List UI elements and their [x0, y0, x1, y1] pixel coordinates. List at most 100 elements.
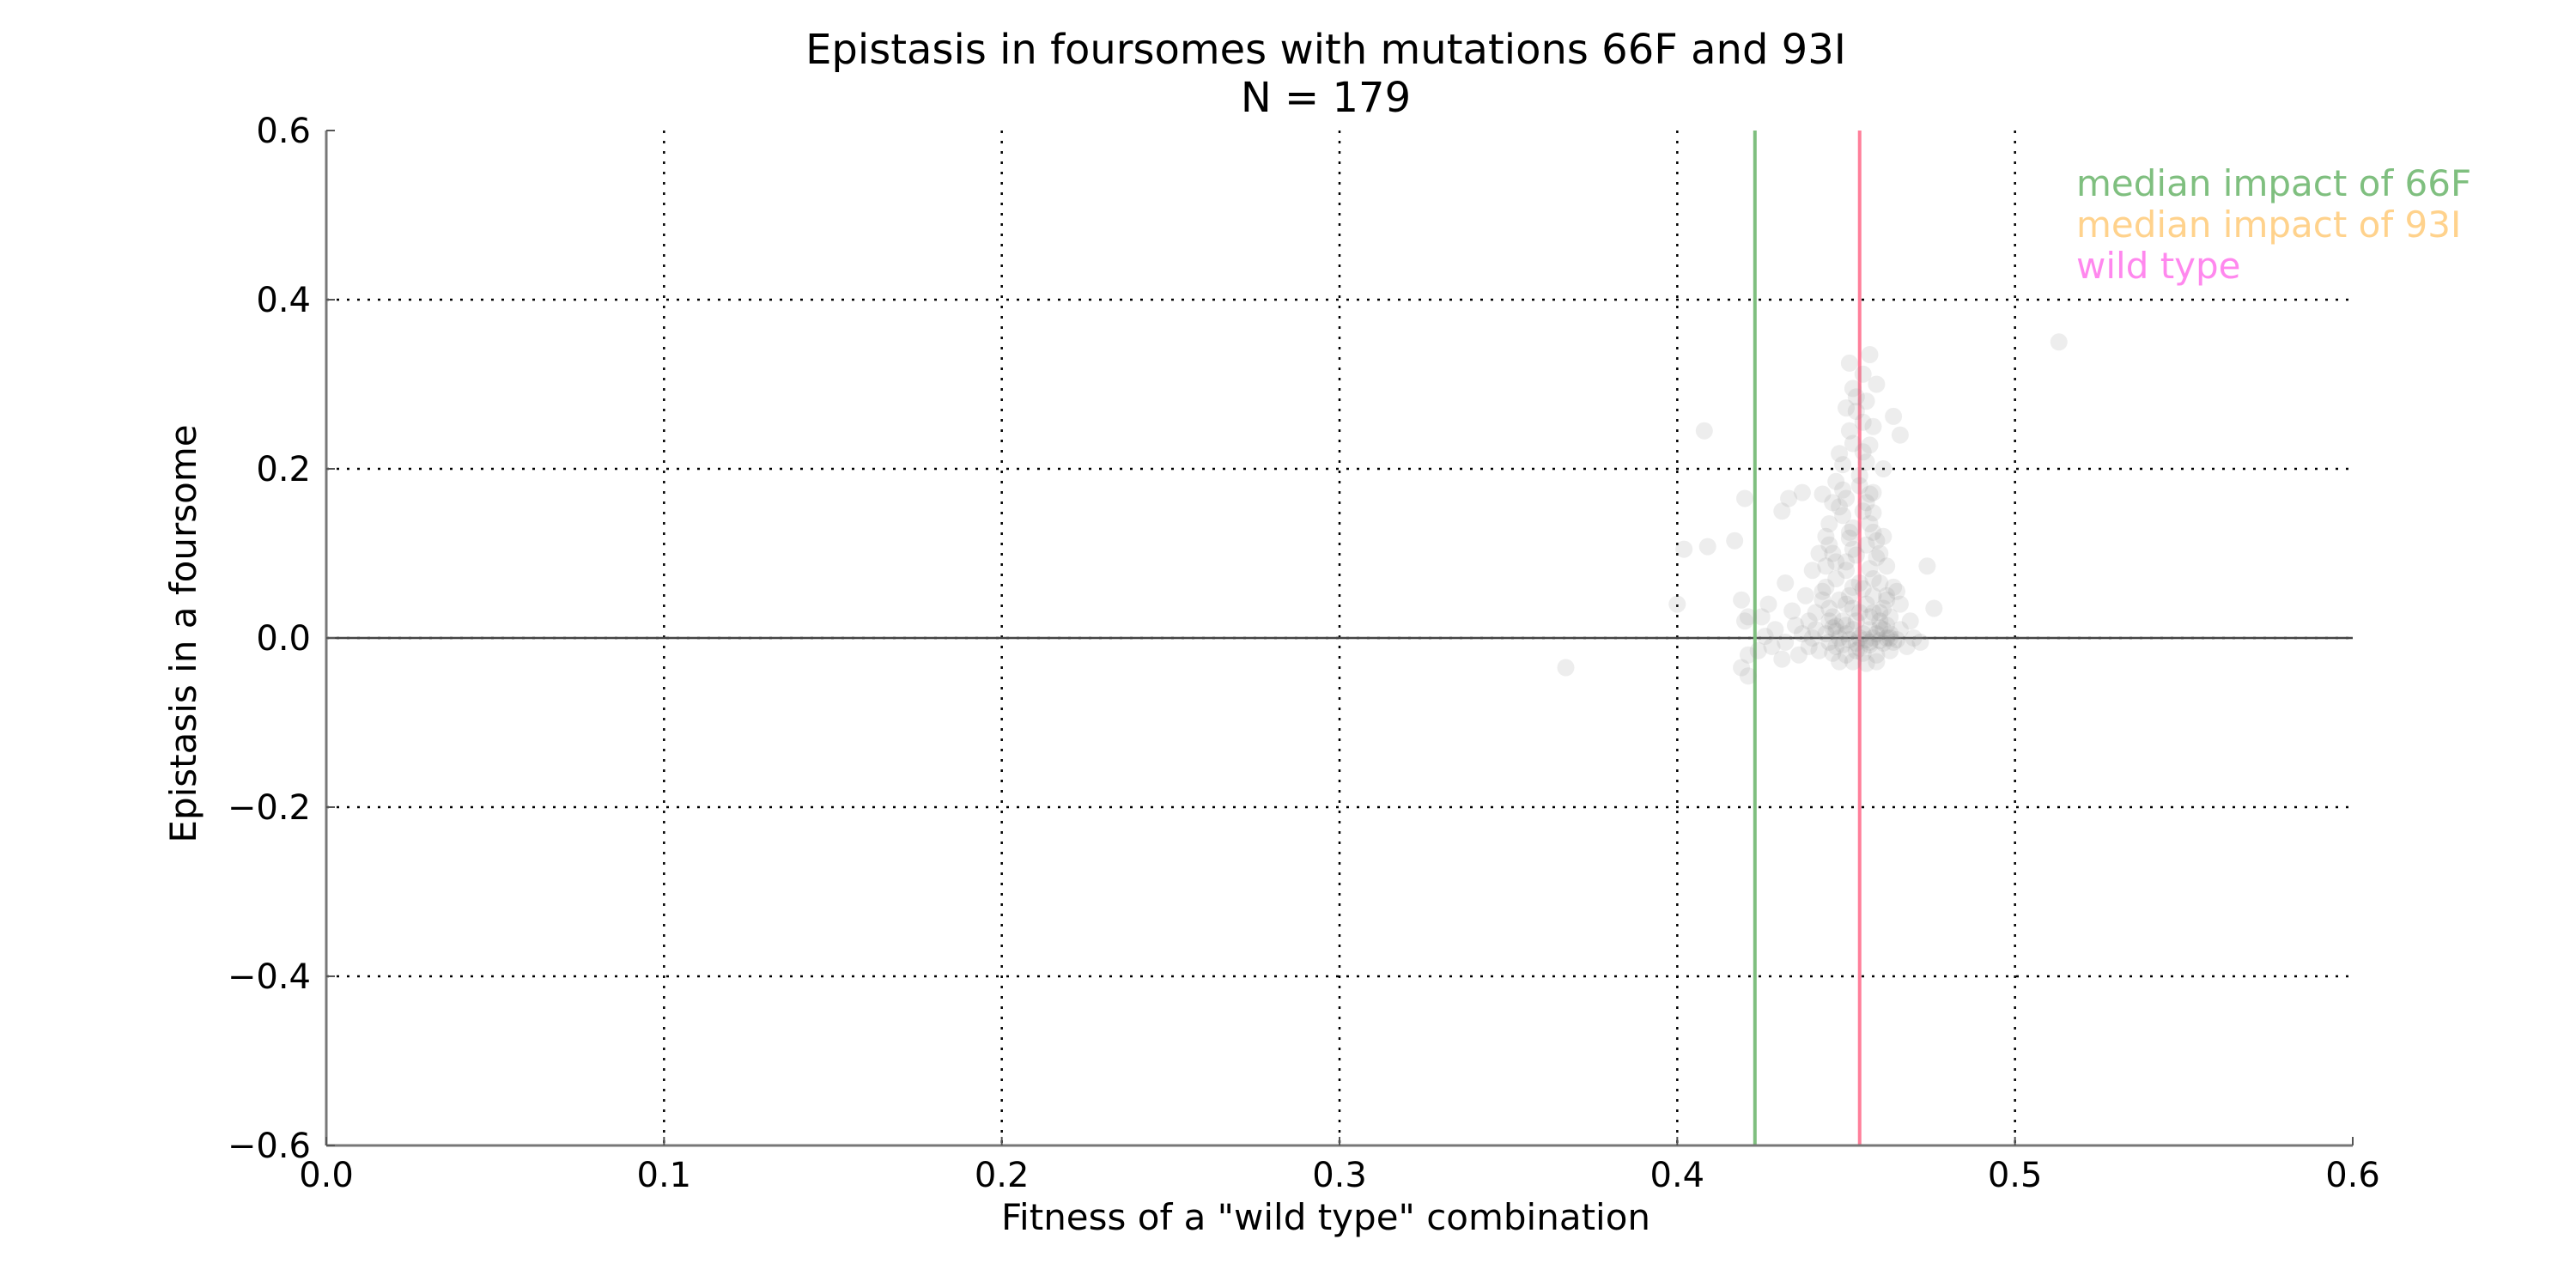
data-point — [1888, 631, 1905, 648]
data-point — [1868, 653, 1886, 671]
data-point — [1814, 582, 1832, 600]
legend-entry: median impact of 93I — [2076, 204, 2461, 246]
data-point — [1901, 612, 1919, 630]
data-point — [1840, 354, 1858, 372]
data-point — [1847, 546, 1865, 564]
y-tick-label: −0.2 — [228, 788, 311, 828]
chart-subtitle: N = 179 — [1241, 74, 1411, 122]
data-point — [1668, 595, 1686, 613]
data-point — [1864, 417, 1882, 435]
data-point — [1838, 489, 1855, 507]
data-point — [1777, 574, 1795, 592]
x-tick-label: 0.6 — [2325, 1156, 2380, 1195]
data-point — [1827, 617, 1845, 635]
data-point — [1820, 633, 1838, 651]
data-point — [1777, 633, 1795, 651]
data-point — [1698, 538, 1716, 556]
data-point — [1861, 485, 1879, 503]
y-tick-label: 0.0 — [256, 619, 311, 659]
data-point — [1844, 540, 1862, 558]
data-point — [1827, 623, 1845, 641]
data-point — [1874, 460, 1893, 477]
y-tick-label: −0.6 — [228, 1127, 311, 1166]
data-point — [1834, 507, 1852, 525]
data-point — [1891, 621, 1909, 639]
data-point — [1874, 634, 1893, 652]
reference-lines — [326, 131, 2353, 1145]
data-point — [1857, 494, 1875, 512]
data-point — [1857, 654, 1875, 672]
data-point — [1871, 604, 1889, 622]
data-point — [1861, 515, 1879, 532]
axes — [325, 130, 2354, 1147]
data-point — [1857, 392, 1875, 410]
data-point — [1881, 629, 1899, 647]
data-point — [1824, 544, 1842, 562]
data-point — [1847, 388, 1865, 406]
data-point — [1840, 422, 1858, 440]
data-point — [1854, 644, 1872, 662]
data-point — [1854, 443, 1872, 461]
data-point — [1838, 617, 1855, 635]
data-point — [1847, 612, 1865, 630]
y-tick-label: −0.4 — [228, 957, 311, 997]
data-point — [1827, 637, 1845, 655]
chart-title: Epistasis in foursomes with mutations 66… — [805, 26, 1846, 74]
data-point — [1789, 646, 1807, 664]
data-point — [1840, 586, 1858, 605]
data-point — [1817, 557, 1835, 575]
data-point — [1824, 619, 1842, 637]
data-point — [1850, 639, 1868, 657]
data-point — [1810, 544, 1828, 562]
data-point — [1925, 599, 1943, 617]
data-point — [1850, 604, 1868, 622]
data-point — [1820, 612, 1838, 630]
data-point — [1871, 574, 1889, 592]
data-point — [1844, 578, 1862, 596]
x-tick-label: 0.2 — [975, 1156, 1030, 1195]
data-point — [1834, 481, 1852, 499]
data-point — [1817, 578, 1835, 596]
data-point — [1864, 586, 1882, 605]
data-point — [1780, 489, 1798, 507]
data-point — [1827, 570, 1845, 587]
data-point — [2050, 333, 2068, 351]
data-point — [1857, 631, 1875, 648]
data-point — [1844, 621, 1862, 639]
data-point — [1739, 667, 1757, 685]
data-point — [1814, 591, 1832, 609]
data-point — [1868, 549, 1886, 567]
data-point — [1831, 629, 1849, 647]
data-point — [1861, 436, 1879, 454]
data-point — [1787, 617, 1804, 635]
data-point — [1753, 608, 1771, 626]
data-point — [1800, 637, 1818, 655]
legend-entry: median impact of 66F — [2076, 162, 2471, 204]
data-point — [1891, 426, 1909, 444]
data-point — [1850, 574, 1868, 592]
data-point — [1905, 629, 1923, 647]
data-point — [1803, 629, 1821, 647]
data-point — [1874, 527, 1893, 545]
data-point — [1834, 456, 1852, 474]
data-point — [1878, 617, 1896, 635]
data-point — [1871, 544, 1889, 562]
x-tick-label: 0.5 — [1988, 1156, 2043, 1195]
data-point — [1864, 523, 1882, 541]
data-point — [1854, 413, 1872, 431]
data-point — [1850, 466, 1868, 484]
data-point — [1800, 612, 1818, 630]
data-point — [1824, 494, 1842, 512]
data-point — [1847, 634, 1865, 652]
data-point — [1861, 608, 1879, 626]
data-point — [1840, 523, 1858, 541]
data-point — [1838, 625, 1855, 643]
data-point — [1871, 612, 1889, 630]
data-point — [1888, 582, 1905, 600]
data-point — [1807, 604, 1825, 622]
data-point — [1861, 633, 1879, 651]
data-points — [1557, 333, 2068, 685]
data-point — [1844, 380, 1862, 398]
data-point — [1885, 633, 1903, 651]
